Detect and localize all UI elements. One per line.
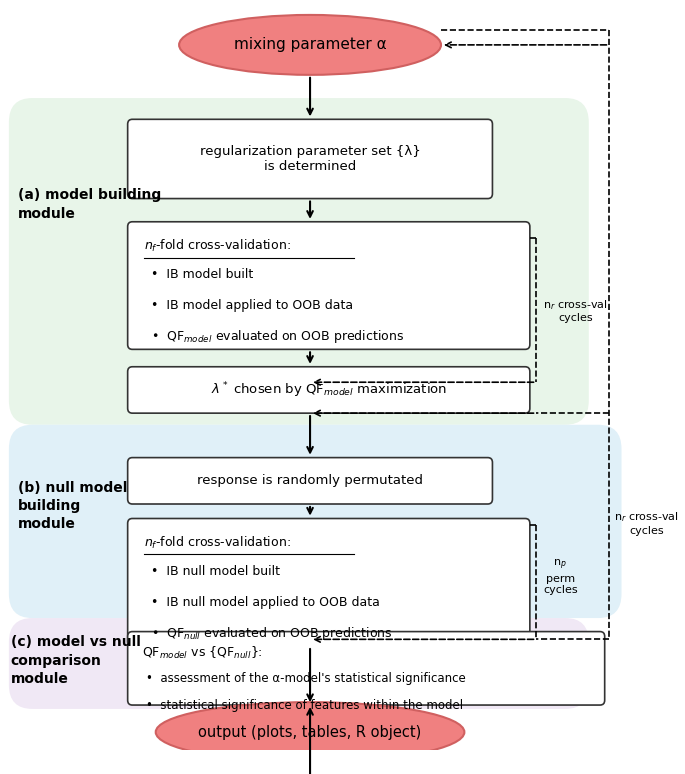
FancyBboxPatch shape (127, 519, 530, 646)
Text: $n_f$-fold cross-validation:: $n_f$-fold cross-validation: (145, 238, 291, 254)
Text: (c) model vs null
comparison
module: (c) model vs null comparison module (11, 635, 140, 686)
FancyBboxPatch shape (127, 367, 530, 413)
Text: (b) null model
building
module: (b) null model building module (18, 481, 127, 531)
Text: •  QF$_{null}$ evaluated on OOB predictions: • QF$_{null}$ evaluated on OOB predictio… (151, 625, 393, 642)
Text: •  IB model built: • IB model built (151, 269, 253, 282)
Text: n$_r$ cross-val
cycles: n$_r$ cross-val cycles (543, 298, 608, 324)
Text: •  IB null model built: • IB null model built (151, 565, 280, 578)
Text: •  assessment of the α-model's statistical significance: • assessment of the α-model's statistica… (147, 673, 466, 686)
Text: •  statistical significance of features within the model: • statistical significance of features w… (147, 699, 464, 711)
Text: $n_f$-fold cross-validation:: $n_f$-fold cross-validation: (145, 535, 291, 551)
FancyBboxPatch shape (9, 425, 621, 618)
FancyBboxPatch shape (9, 618, 589, 709)
Text: response is randomly permutated: response is randomly permutated (197, 474, 423, 488)
FancyBboxPatch shape (127, 119, 493, 199)
Text: •  IB null model applied to OOB data: • IB null model applied to OOB data (151, 596, 380, 609)
Text: •  QF$_{model}$ evaluated on OOB predictions: • QF$_{model}$ evaluated on OOB predicti… (151, 328, 404, 345)
Ellipse shape (155, 702, 464, 762)
Text: n$_p$
perm
cycles: n$_p$ perm cycles (543, 558, 577, 595)
Text: mixing parameter α: mixing parameter α (234, 37, 386, 53)
Text: regularization parameter set {λ}
is determined: regularization parameter set {λ} is dete… (200, 145, 421, 173)
FancyBboxPatch shape (9, 98, 589, 425)
FancyBboxPatch shape (127, 457, 493, 504)
Text: (a) model building
module: (a) model building module (18, 188, 162, 221)
Text: n$_r$ cross-val
cycles: n$_r$ cross-val cycles (614, 511, 679, 536)
Text: $\lambda^*$ chosen by QF$_{model}$ maximization: $\lambda^*$ chosen by QF$_{model}$ maxim… (210, 380, 447, 399)
FancyBboxPatch shape (127, 222, 530, 349)
FancyBboxPatch shape (127, 632, 605, 705)
Text: •  IB model applied to OOB data: • IB model applied to OOB data (151, 300, 353, 313)
Text: QF$_{model}$ vs {QF$_{null}$}:: QF$_{model}$ vs {QF$_{null}$}: (142, 645, 262, 661)
Ellipse shape (179, 15, 441, 75)
Text: output (plots, tables, R object): output (plots, tables, R object) (199, 724, 422, 740)
